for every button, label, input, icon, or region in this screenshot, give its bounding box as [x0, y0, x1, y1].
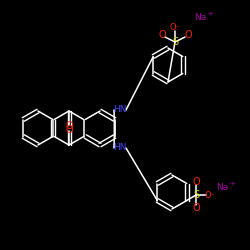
Text: Na: Na	[194, 14, 206, 22]
Text: O: O	[65, 121, 73, 131]
Text: O: O	[184, 30, 192, 40]
Text: O⁻: O⁻	[170, 22, 180, 32]
Text: HN: HN	[113, 144, 127, 152]
Text: O: O	[158, 30, 166, 40]
Text: +: +	[207, 11, 213, 17]
Text: O: O	[65, 125, 73, 135]
Text: O: O	[192, 177, 200, 187]
Text: HN: HN	[113, 106, 127, 114]
Text: Na: Na	[216, 184, 228, 192]
Text: O: O	[192, 203, 200, 213]
Text: O⁻: O⁻	[204, 190, 216, 200]
Text: +: +	[229, 181, 235, 187]
Text: S: S	[193, 190, 199, 200]
Text: S: S	[172, 37, 178, 47]
